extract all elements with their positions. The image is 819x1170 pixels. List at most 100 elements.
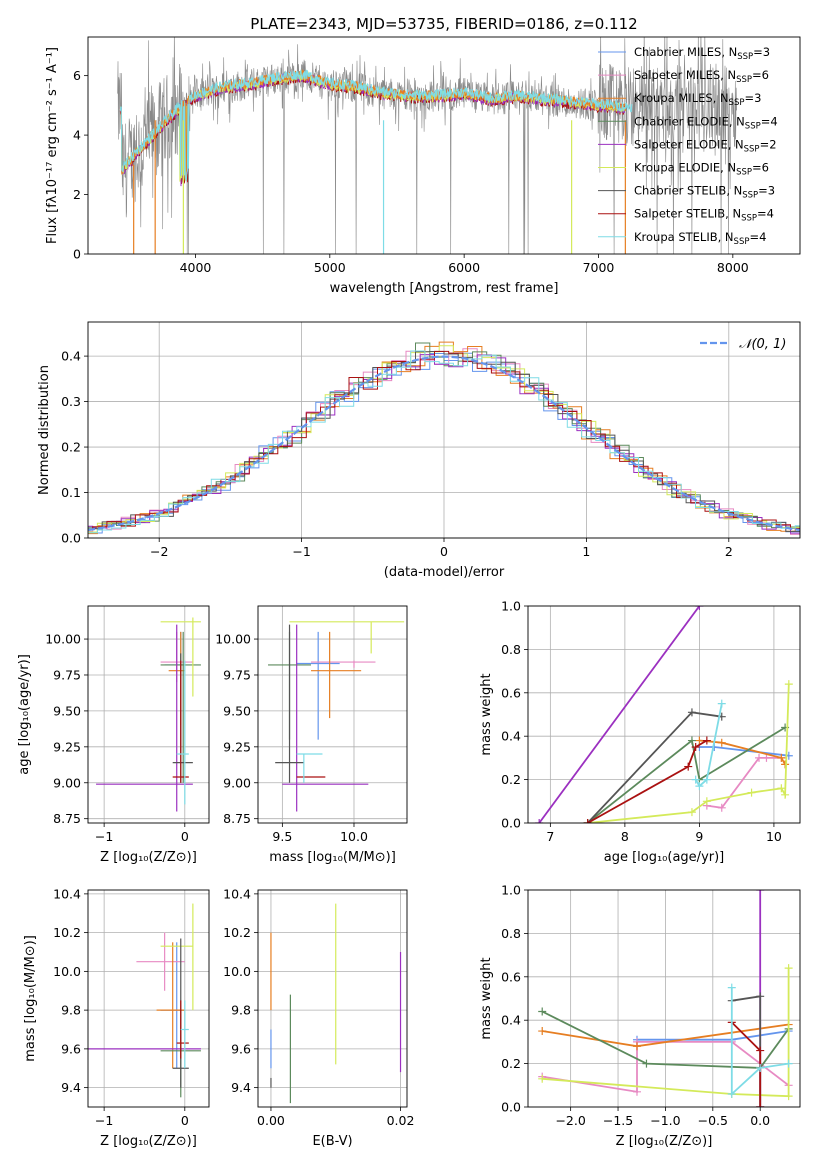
axes-residuals: −2 −1 0 1 2 0.0 0.1 0.2 0.3 0.4 (data-model)/error…	[37, 321, 801, 580]
weight-plot	[538, 890, 793, 1107]
x-tick-label: −1.0	[650, 1113, 680, 1128]
axes-frame	[87, 321, 801, 539]
data-point	[702, 775, 711, 784]
x-axis-label: (data-model)/error	[384, 565, 505, 580]
y-tick-label: 8.75	[53, 811, 81, 826]
y-axis-label: mass weight	[479, 673, 494, 755]
x-tick-label: −2.0	[555, 1113, 585, 1128]
x-tick-label: 6000	[448, 260, 480, 275]
y-tick-label: 0.1	[61, 485, 81, 500]
histogram-kroupa_stelib	[88, 350, 800, 534]
data-point	[717, 803, 726, 812]
y-tick-label: 0.2	[501, 1056, 521, 1071]
legend: 𝒩(0, 1)	[700, 337, 786, 352]
errorbar-kroupa_stelib	[176, 660, 189, 805]
data-point	[695, 606, 704, 610]
series-line	[730, 987, 789, 1097]
y-tick-label: 8.75	[223, 811, 251, 826]
y-tick-label: 0.8	[501, 642, 521, 657]
legend-label: Kroupa STELIB, NSSP=4	[634, 230, 766, 247]
errorbar-kroupa_elodie	[289, 621, 405, 654]
data-point	[777, 784, 786, 793]
axes-frame	[257, 889, 408, 1108]
data-point	[583, 819, 592, 823]
y-tick-label: 10.2	[53, 925, 81, 940]
legend-label: Kroupa MILES, NSSP=3	[634, 91, 761, 108]
y-tick-label: 9.75	[223, 667, 251, 682]
legend-label: Salpeter MILES, NSSP=6	[634, 68, 769, 85]
data-point	[717, 699, 726, 708]
y-tick-label: 0.4	[61, 349, 81, 364]
legend-label: Chabrier MILES, NSSP=3	[634, 45, 770, 62]
y-tick-label: 0.4	[501, 1013, 521, 1028]
x-axis-label: Z [log₁₀(Z/Z⊙)]	[616, 1134, 713, 1149]
series-salpeter_miles	[702, 753, 786, 812]
data-point	[784, 1059, 793, 1068]
x-tick-label: 10	[766, 829, 782, 844]
errorbar-chabrier_miles	[164, 631, 185, 755]
data-point	[691, 743, 700, 752]
data-point	[691, 775, 700, 784]
histogram-kroupa_elodie	[88, 345, 800, 533]
data-point	[687, 708, 696, 717]
errorbar-salpeter_elodie	[282, 624, 369, 812]
x-tick-label: 10.0	[340, 829, 368, 844]
axes-spectrum: 4000 5000 6000 7000 8000 0 2 4 6 wavelength [Angs…	[45, 15, 801, 296]
legend-label: 𝒩(0, 1)	[739, 337, 786, 352]
errorbar-plot	[96, 617, 201, 812]
series-line	[587, 684, 790, 823]
y-tick-label: 0.0	[61, 531, 81, 546]
data-point	[538, 1074, 547, 1083]
y-tick-label: 10.0	[223, 964, 251, 979]
axes-frame	[87, 889, 210, 1108]
x-tick-label: −1	[95, 1113, 113, 1128]
errorbar-plot	[268, 621, 405, 812]
data-point	[755, 753, 764, 762]
errorbar-salpeter_miles	[136, 932, 185, 991]
y-tick-label: 0.6	[501, 969, 521, 984]
data-point	[756, 1046, 765, 1055]
x-tick-label: −2	[150, 544, 168, 559]
data-point	[632, 1087, 641, 1096]
series-kroupa_miles	[695, 736, 790, 769]
weight-plot	[535, 606, 793, 823]
data-point	[632, 1042, 641, 1051]
y-tick-label: 10.4	[53, 886, 81, 901]
y-tick-label: 4	[73, 128, 81, 143]
data-point	[727, 983, 736, 992]
x-tick-label: −1.5	[603, 1113, 633, 1128]
y-tick-label: 9.8	[231, 1003, 251, 1018]
data-point	[777, 753, 786, 762]
series-line	[541, 1010, 790, 1069]
y-tick-label: 10.00	[45, 632, 81, 647]
y-tick-label: 0.4	[501, 729, 521, 744]
x-tick-label: 9.5	[272, 829, 292, 844]
x-axis-label: Z [log₁₀(Z/Z⊙)]	[100, 850, 197, 865]
axes-frame	[87, 605, 210, 824]
x-tick-label: 5000	[314, 260, 346, 275]
data-point	[702, 736, 711, 745]
y-tick-label: 10.4	[223, 886, 251, 901]
data-point	[784, 964, 793, 973]
x-tick-label: 2	[725, 544, 733, 559]
x-tick-label: 0	[440, 544, 448, 559]
series-salpeter_stelib	[583, 736, 711, 823]
data-point	[781, 790, 790, 799]
data-point	[687, 808, 696, 817]
y-tick-label: 9.8	[61, 1003, 81, 1018]
axes-frame	[527, 889, 801, 1108]
errorbar-kroupa_stelib	[180, 1000, 189, 1069]
data-point	[784, 680, 793, 689]
errorbar-kroupa_elodie	[160, 903, 194, 1011]
y-tick-label: 9.75	[53, 667, 81, 682]
series-kroupa_stelib	[727, 983, 793, 1098]
series-line	[699, 739, 786, 765]
series-kroupa_stelib	[691, 699, 726, 791]
data-point	[747, 788, 756, 797]
x-tick-label: −1	[95, 829, 113, 844]
series-line	[587, 739, 708, 823]
chart-title: PLATE=2343, MJD=53735, FIBERID=0186, z=0…	[250, 15, 637, 33]
legend: Chabrier MILES, NSSP=3 Salpeter MILES, NS…	[598, 45, 778, 247]
x-tick-label: 0.02	[387, 1113, 415, 1128]
